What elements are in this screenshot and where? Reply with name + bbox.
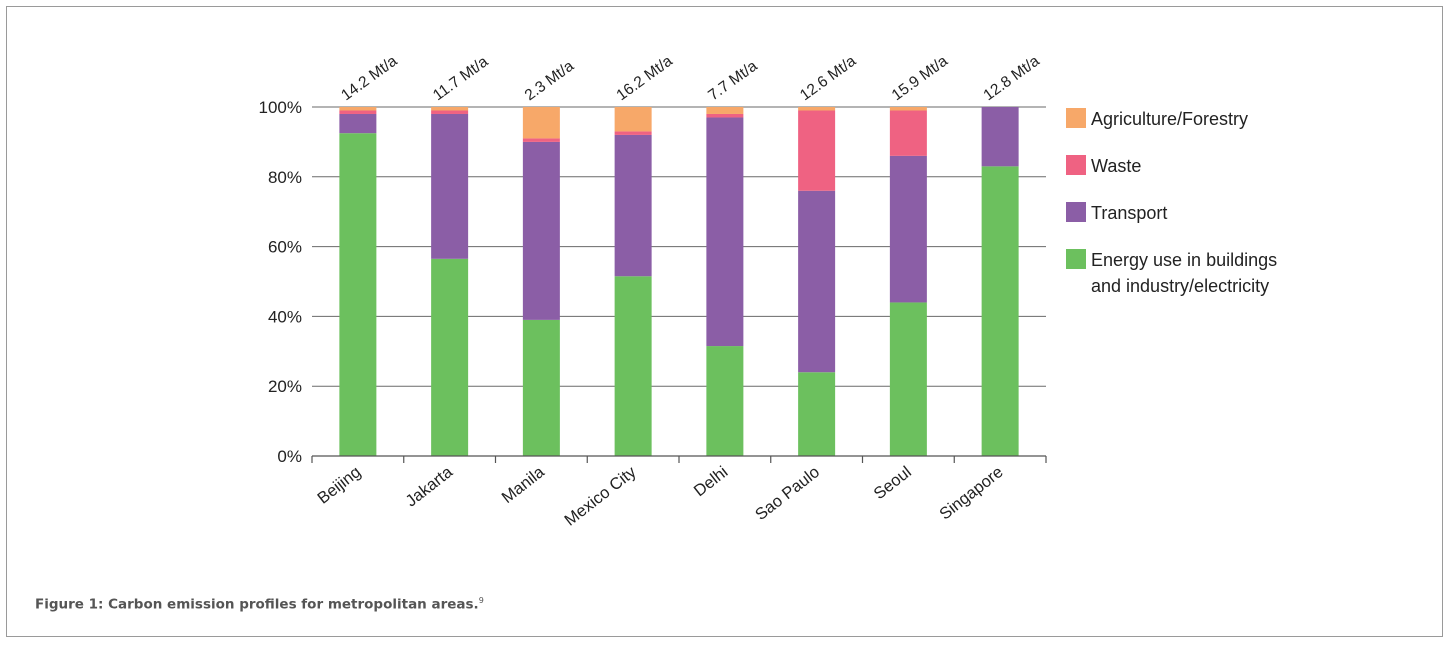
category-label: Seoul xyxy=(870,463,914,503)
legend-swatch-energy-use-in-buildings-and-industry-electricity xyxy=(1066,249,1086,269)
bar-beijing-transport xyxy=(339,113,377,134)
bar-sao-paulo-energy-use-in-buildings-and-industry-electricity xyxy=(798,372,836,456)
legend-swatch-waste xyxy=(1066,155,1086,175)
bar-beijing-energy-use-in-buildings-and-industry-electricity xyxy=(339,133,377,457)
y-tick-label: 20% xyxy=(268,377,302,396)
legend-swatch-agriculture-forestry xyxy=(1066,108,1086,128)
bar-delhi-agriculture-forestry xyxy=(706,107,744,114)
y-tick-label: 80% xyxy=(268,168,302,187)
category-label: Mexico City xyxy=(561,463,640,530)
bar-seoul-waste xyxy=(889,110,927,156)
category-label: Beijing xyxy=(314,463,364,508)
bar-beijing-agriculture-forestry xyxy=(339,107,377,111)
bar-mexico-city-energy-use-in-buildings-and-industry-electricity xyxy=(614,276,652,456)
category-label: Sao Paulo xyxy=(752,463,823,524)
bar-jakarta-energy-use-in-buildings-and-industry-electricity xyxy=(431,258,469,456)
y-tick-label: 100% xyxy=(259,98,302,117)
stacked-bar-chart: 0% 20% 40% 60% 80% 100% 14.2 Mt/a Beijing 11.7 M… xyxy=(259,52,1278,530)
legend-label-energy-use-in-buildings-and-industry-electricity: and industry/electricity xyxy=(1091,276,1269,296)
caption-reference: 9 xyxy=(478,596,484,605)
bar-delhi-transport xyxy=(706,117,744,347)
total-label: 12.8 Mt/a xyxy=(980,52,1043,104)
category-label: Delhi xyxy=(691,463,732,500)
total-label: 2.3 Mt/a xyxy=(522,57,578,104)
bar-mexico-city-transport xyxy=(614,134,652,277)
bar-seoul-energy-use-in-buildings-and-industry-electricity xyxy=(889,302,927,456)
legend-label-energy-use-in-buildings-and-industry-electricity: Energy use in buildings xyxy=(1091,250,1277,270)
bar-mexico-city-waste xyxy=(614,131,652,135)
bar-singapore-energy-use-in-buildings-and-industry-electricity xyxy=(981,166,1019,456)
bar-singapore-transport xyxy=(981,107,1019,167)
bar-delhi-waste xyxy=(706,113,744,118)
legend-label-waste: Waste xyxy=(1091,156,1141,176)
figure-caption: Figure 1: Carbon emission profiles for m… xyxy=(35,596,484,613)
total-label: 12.6 Mt/a xyxy=(797,52,860,104)
bar-sao-paulo-waste xyxy=(798,110,836,191)
caption-text: Figure 1: Carbon emission profiles for m… xyxy=(35,596,479,613)
bar-manila-waste xyxy=(522,138,560,142)
total-label: 15.9 Mt/a xyxy=(889,52,952,104)
category-label: Singapore xyxy=(936,463,1006,524)
bar-jakarta-transport xyxy=(431,113,469,259)
bar-delhi-energy-use-in-buildings-and-industry-electricity xyxy=(706,346,744,456)
bar-manila-transport xyxy=(522,141,560,320)
y-tick-label: 0% xyxy=(277,447,302,466)
bar-manila-energy-use-in-buildings-and-industry-electricity xyxy=(522,319,560,456)
bar-seoul-agriculture-forestry xyxy=(889,107,927,111)
total-label: 14.2 Mt/a xyxy=(338,52,401,104)
legend-label-agriculture-forestry: Agriculture/Forestry xyxy=(1091,109,1248,129)
legend-swatch-transport xyxy=(1066,202,1086,222)
figure-frame: 0% 20% 40% 60% 80% 100% 14.2 Mt/a Beijing 11.7 M… xyxy=(6,6,1443,637)
bar-sao-paulo-agriculture-forestry xyxy=(798,107,836,111)
y-tick-label: 60% xyxy=(268,238,302,257)
total-label: 7.7 Mt/a xyxy=(705,57,761,104)
bar-jakarta-waste xyxy=(431,110,469,114)
bar-manila-agriculture-forestry xyxy=(522,107,560,139)
legend-label-transport: Transport xyxy=(1091,203,1167,223)
bar-mexico-city-agriculture-forestry xyxy=(614,107,652,132)
bar-seoul-transport xyxy=(889,155,927,303)
total-label: 16.2 Mt/a xyxy=(613,52,676,104)
bar-sao-paulo-transport xyxy=(798,190,836,373)
category-label: Jakarta xyxy=(402,462,456,510)
category-label: Manila xyxy=(498,462,548,507)
bar-beijing-waste xyxy=(339,110,377,114)
total-label: 11.7 Mt/a xyxy=(430,53,492,104)
y-tick-label: 40% xyxy=(268,307,302,326)
bar-jakarta-agriculture-forestry xyxy=(431,107,469,111)
